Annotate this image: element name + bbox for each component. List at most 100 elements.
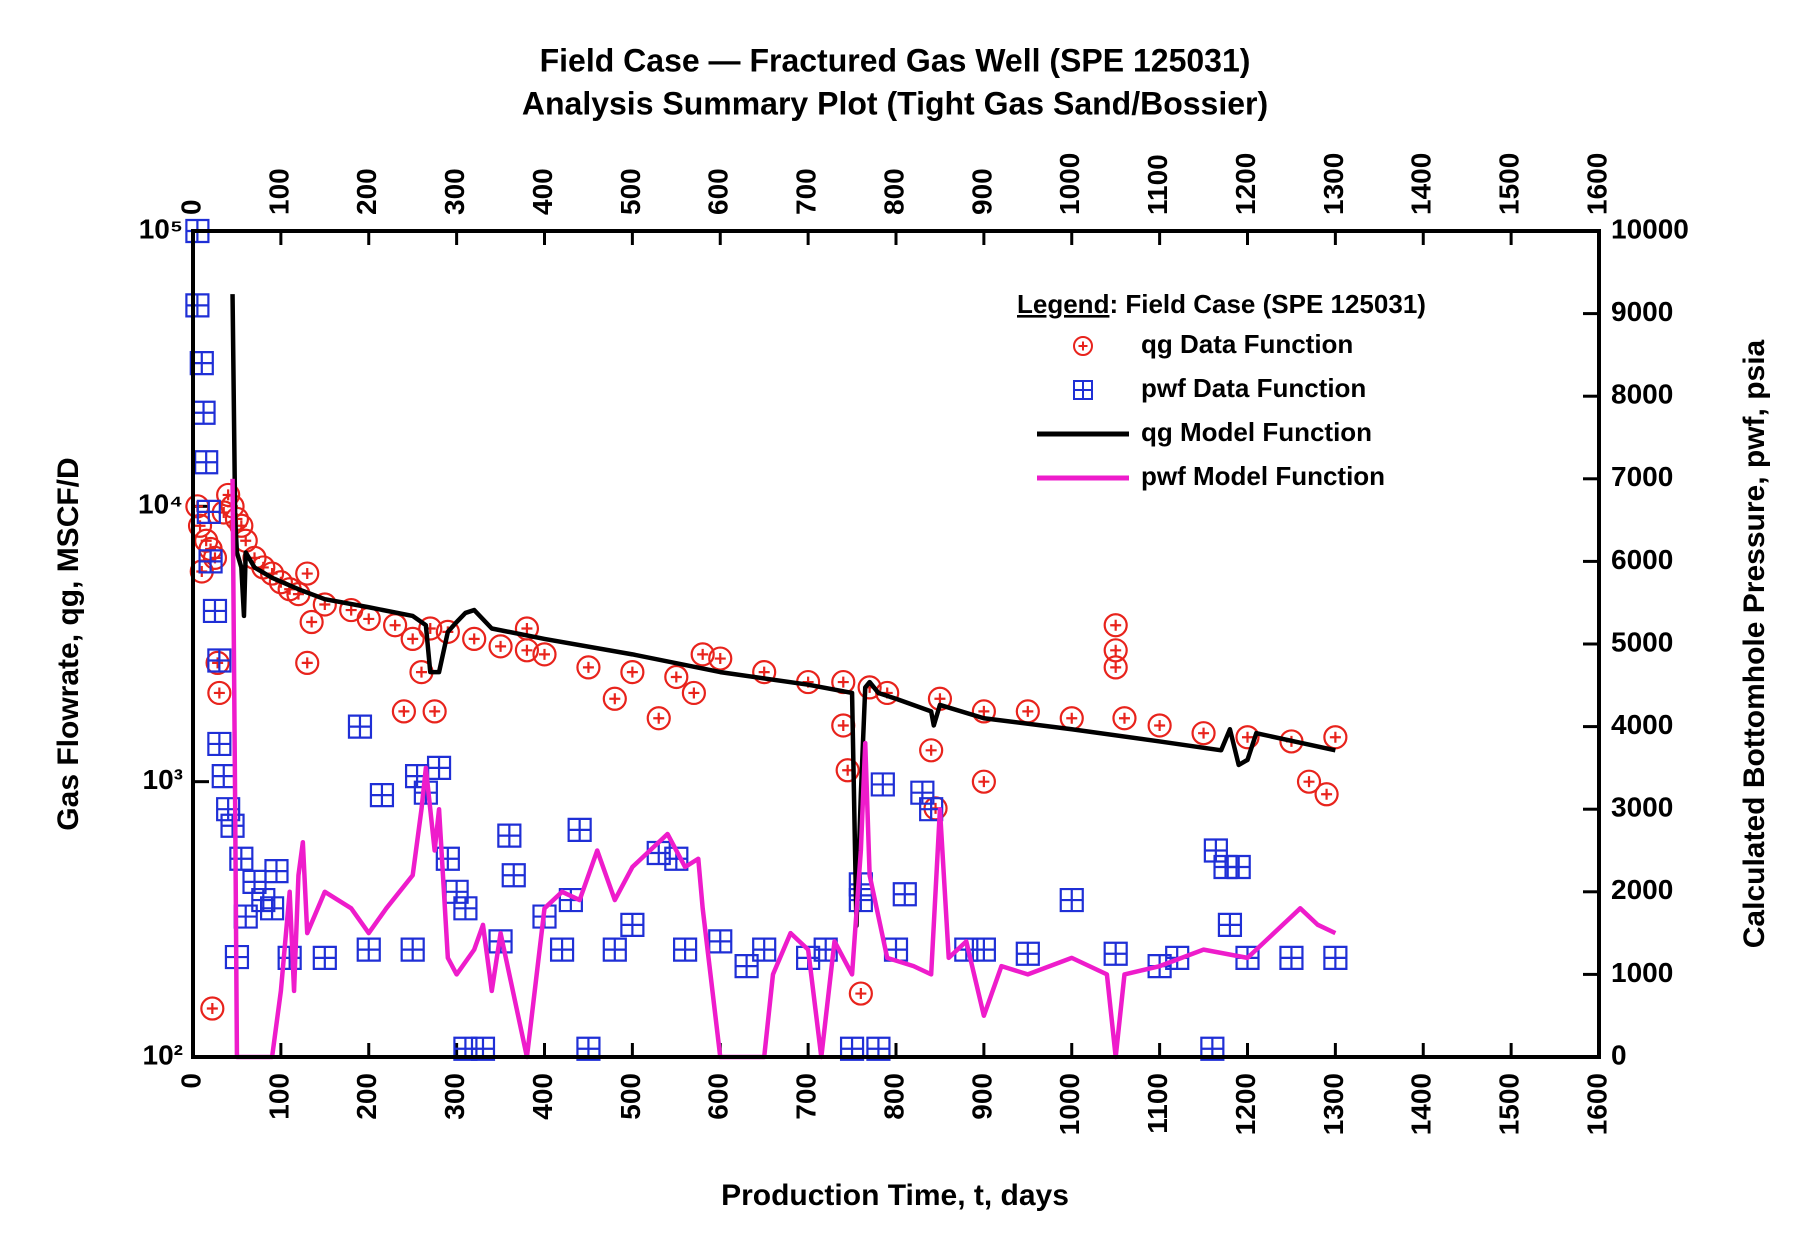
legend-text: : Field Case (SPE 125031) [1109,289,1425,319]
data-point [620,660,645,685]
x-top-tick-label: 300 [439,168,470,215]
data-point [1279,945,1304,970]
data-point [1059,706,1084,731]
x-top-tick-label: 1100 [1142,154,1173,215]
data-point [1217,912,1243,937]
x-top-tick-label: 600 [703,168,734,215]
data-point [383,613,408,638]
data-point [1235,725,1260,750]
x-top-tick-label: 1200 [1230,153,1261,215]
data-point [752,937,777,962]
data-point [1191,721,1216,746]
x-top-tick-label: 800 [878,168,909,215]
x-tick-label: 1500 [1494,1073,1525,1135]
data-point [1296,769,1322,794]
data-point [422,699,447,724]
y2-axis-label: Calculated Bottomhole Pressure, pwf, psi… [1738,339,1771,948]
data-point [848,887,873,913]
y2-tick-label: 1000 [1611,957,1673,988]
x-top-tick-label: 0 [175,199,206,215]
x-tick-label: 200 [351,1073,382,1120]
data-point [576,655,601,680]
x-top-tick-label: 1300 [1318,153,1349,215]
chart-subtitle: Analysis Summary Plot (Tight Gas Sand/Bo… [522,85,1268,121]
data-point [1015,941,1040,966]
data-point [919,738,944,763]
model-line [230,294,1336,928]
y2-tick-label: 4000 [1611,709,1673,740]
data-point [752,660,777,685]
y2-tick-label: 6000 [1611,544,1673,575]
data-point [264,859,289,884]
data-point [1323,725,1348,750]
x-tick-label: 700 [791,1073,822,1120]
x-tick-label: 900 [966,1073,997,1120]
y-tick-label: 10³ [143,764,183,795]
legend-swatch [1073,380,1093,400]
data-point [207,680,232,705]
y-tick-label: 10⁵ [139,213,183,244]
data-point [870,772,895,797]
legend-label: Legend [1017,289,1109,319]
legend-entry: pwf Data Function [1141,373,1366,403]
x-tick-label: 0 [175,1073,206,1089]
data-point [602,937,627,962]
x-top-tick-label: 1500 [1494,153,1525,215]
x-tick-label: 1300 [1318,1073,1349,1135]
x-top-tick-label: 200 [351,168,382,215]
data-point [191,400,216,425]
data-point [356,937,381,962]
x-tick-label: 1400 [1406,1073,1437,1135]
x-top-tick-label: 900 [966,168,997,215]
data-point [971,769,996,794]
data-point [646,706,671,731]
x-tick-label: 800 [878,1073,909,1120]
data-point [664,664,689,690]
data-point [734,954,759,979]
data-point [295,650,320,675]
data-point [207,648,232,673]
data-point [194,450,219,475]
y-tick-label: 10⁴ [138,489,183,520]
x-top-tick-label: 500 [615,168,646,215]
data-point [369,783,395,808]
data-point [198,549,223,574]
data-point [620,912,645,937]
y2-tick-label: 3000 [1611,792,1673,823]
x-top-tick-label: 100 [263,168,294,215]
data-point [848,981,873,1006]
data-point [426,755,452,780]
y2-tick-label: 0 [1611,1039,1627,1070]
data-point [532,642,557,667]
x-tick-label: 500 [615,1073,646,1120]
data-point [185,293,210,318]
data-point [971,937,996,962]
data-point [1203,838,1228,863]
data-point [1226,854,1251,880]
data-point [497,823,522,848]
data-point [1015,699,1040,724]
data-point [299,610,324,635]
data-point [514,638,540,663]
data-point [347,714,373,739]
data-point [400,937,425,962]
data-point [200,996,225,1021]
legend-title: Legend: Field Case (SPE 125031) [1017,289,1426,319]
data-point [211,764,236,789]
x-top-tick-label: 1600 [1581,153,1612,215]
data-point [602,686,627,711]
plot-frame [191,229,1601,1059]
data-point [708,646,733,671]
data-point [356,606,381,631]
data-point [391,699,417,724]
data-point [514,616,540,641]
data-point [1112,706,1137,731]
data-point [1103,941,1128,966]
x-top-tick-label: 400 [527,168,558,215]
x-tick-label: 1000 [1054,1073,1085,1135]
data-point [1103,655,1128,680]
x-top-tick-label: 1000 [1054,153,1085,215]
data-point [501,863,526,888]
data-point [910,780,935,805]
data-point [1147,713,1172,738]
